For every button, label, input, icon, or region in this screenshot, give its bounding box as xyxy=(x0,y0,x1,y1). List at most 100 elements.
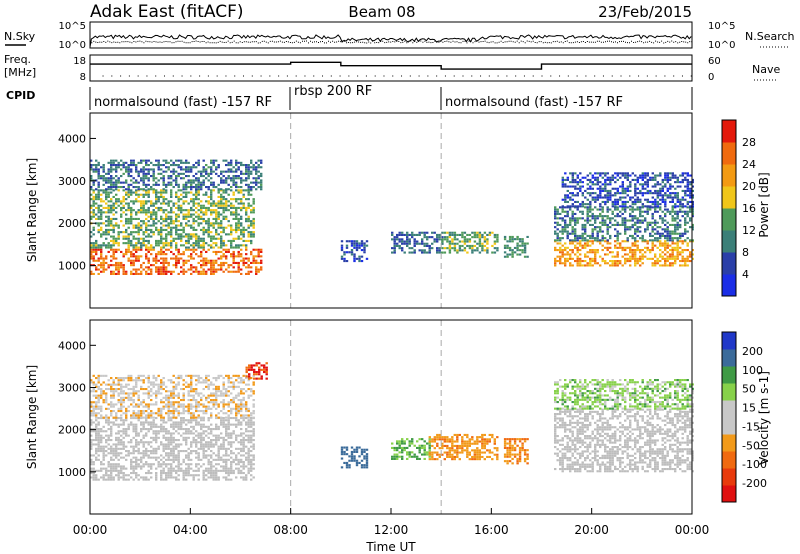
range-gate-cell xyxy=(182,226,185,229)
range-gate-cell xyxy=(130,217,133,220)
range-gate-cell xyxy=(210,261,213,264)
range-gate-cell xyxy=(197,188,200,191)
range-gate-cell xyxy=(202,436,205,439)
range-gate-cell xyxy=(147,454,150,457)
range-gate-cell xyxy=(235,231,238,234)
range-gate-cell xyxy=(190,170,193,173)
range-gate-cell xyxy=(624,260,627,263)
range-gate-cell xyxy=(225,472,228,475)
range-gate-cell xyxy=(232,259,235,262)
range-gate-cell xyxy=(669,239,672,242)
range-gate-cell xyxy=(135,181,138,184)
range-gate-cell xyxy=(257,268,260,271)
range-gate-cell xyxy=(616,215,619,218)
range-gate-cell xyxy=(185,246,188,249)
range-gate-cell xyxy=(125,396,128,399)
range-gate-cell xyxy=(145,200,148,203)
range-gate-cell xyxy=(621,221,624,224)
range-gate-cell xyxy=(180,244,183,247)
range-gate-cell xyxy=(125,458,128,461)
range-gate-cell xyxy=(569,181,572,184)
range-gate-cell xyxy=(175,206,178,209)
range-gate-cell xyxy=(621,189,624,192)
range-gate-cell xyxy=(180,425,183,428)
range-gate-cell xyxy=(182,172,185,175)
range-gate-cell xyxy=(416,233,419,236)
range-gate-cell xyxy=(182,188,185,191)
range-gate-cell xyxy=(170,226,173,229)
range-gate-cell xyxy=(145,175,148,178)
range-gate-cell xyxy=(140,244,143,247)
range-gate-cell xyxy=(190,445,193,448)
range-gate-cell xyxy=(681,198,684,201)
range-gate-cell xyxy=(112,177,115,180)
range-gate-cell xyxy=(200,439,203,442)
range-gate-cell xyxy=(594,221,597,224)
range-gate-cell xyxy=(162,191,165,194)
range-gate-cell xyxy=(210,430,213,433)
range-gate-cell xyxy=(140,401,143,404)
range-gate-cell xyxy=(120,439,123,442)
range-gate-cell xyxy=(210,272,213,275)
range-gate-cell xyxy=(594,178,597,181)
range-gate-cell xyxy=(112,248,115,251)
range-gate-cell xyxy=(107,228,110,231)
range-gate-cell xyxy=(117,452,120,455)
range-gate-cell xyxy=(225,248,228,251)
range-gate-cell xyxy=(247,231,250,234)
range-gate-cell xyxy=(100,200,103,203)
range-gate-cell xyxy=(175,261,178,264)
range-gate-cell xyxy=(92,412,95,415)
range-gate-cell xyxy=(458,240,462,243)
range-gate-cell xyxy=(140,161,143,164)
range-gate-cell xyxy=(207,443,210,446)
range-gate-cell xyxy=(100,439,103,442)
range-gate-cell xyxy=(566,176,569,179)
range-gate-cell xyxy=(629,181,632,184)
range-gate-cell xyxy=(112,242,115,245)
range-gate-cell xyxy=(644,230,647,233)
range-gate-cell xyxy=(177,213,180,216)
range-gate-cell xyxy=(604,240,607,243)
range-gate-cell xyxy=(230,159,233,162)
range-gate-cell xyxy=(125,419,128,422)
range-gate-cell xyxy=(681,249,684,252)
range-gate-cell xyxy=(117,186,120,189)
range-gate-cell xyxy=(406,231,409,234)
range-gate-cell xyxy=(147,189,150,192)
range-gate-cell xyxy=(95,250,98,253)
range-gate-cell xyxy=(353,246,356,249)
range-gate-cell xyxy=(398,231,401,234)
range-gate-cell xyxy=(112,202,115,205)
range-gate-cell xyxy=(202,476,205,479)
range-gate-cell xyxy=(621,219,624,222)
range-gate-cell xyxy=(92,272,95,275)
range-gate-cell xyxy=(609,226,612,229)
range-gate-cell xyxy=(689,253,692,256)
range-gate-cell xyxy=(599,192,602,195)
range-gate-cell xyxy=(636,257,639,260)
range-gate-cell xyxy=(202,170,205,173)
range-gate-cell xyxy=(170,469,173,472)
range-gate-cell xyxy=(120,472,123,475)
range-gate-cell xyxy=(175,469,178,472)
range-gate-cell xyxy=(187,259,190,262)
range-gate-cell xyxy=(250,417,253,420)
range-gate-cell xyxy=(127,222,130,225)
range-gate-cell xyxy=(135,237,138,240)
range-gate-cell xyxy=(436,249,439,252)
range-gate-cell xyxy=(160,209,163,212)
range-gate-cell xyxy=(142,206,145,209)
range-gate-cell xyxy=(579,249,582,252)
range-gate-cell xyxy=(220,198,223,201)
range-gate-cell xyxy=(247,469,250,472)
range-gate-cell xyxy=(142,454,145,457)
range-gate-cell xyxy=(358,255,361,258)
range-gate-cell xyxy=(686,206,689,209)
range-gate-cell xyxy=(207,436,210,439)
range-gate-cell xyxy=(125,188,128,191)
range-gate-cell xyxy=(90,412,93,415)
range-gate-cell xyxy=(403,251,406,254)
range-gate-cell xyxy=(180,463,183,466)
range-gate-cell xyxy=(110,414,113,417)
